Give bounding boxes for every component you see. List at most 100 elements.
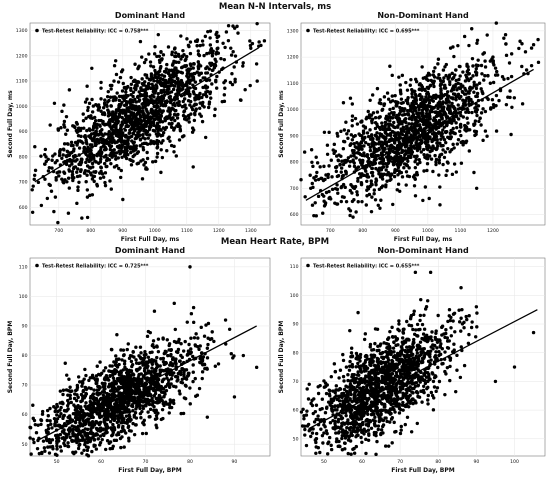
- data-point: [231, 356, 235, 360]
- data-point: [189, 336, 193, 340]
- data-point: [497, 98, 501, 103]
- data-point: [425, 153, 430, 157]
- data-point: [190, 105, 194, 109]
- data-point: [474, 63, 479, 67]
- data-point: [89, 427, 93, 431]
- data-point: [335, 154, 339, 158]
- data-point: [176, 52, 181, 57]
- data-point: [159, 88, 163, 93]
- data-point: [76, 188, 80, 193]
- data-point: [143, 371, 148, 375]
- data-point: [330, 175, 334, 179]
- data-point: [356, 200, 360, 204]
- data-point: [146, 386, 150, 391]
- data-point: [471, 74, 475, 78]
- data-point: [348, 142, 353, 147]
- data-point: [322, 204, 327, 208]
- data-point: [310, 181, 314, 186]
- data-point: [127, 356, 132, 361]
- x-tick-label: 60: [359, 459, 365, 465]
- data-point: [87, 101, 92, 106]
- data-point: [125, 373, 130, 377]
- data-point: [432, 136, 437, 140]
- data-point: [509, 132, 513, 137]
- data-point: [405, 163, 410, 168]
- data-point: [116, 431, 120, 435]
- data-point: [254, 365, 259, 370]
- data-point: [495, 69, 499, 74]
- data-point: [85, 440, 90, 445]
- data-point: [98, 373, 103, 377]
- data-point: [181, 48, 185, 53]
- data-point: [98, 176, 103, 180]
- data-point: [428, 114, 432, 118]
- data-point: [160, 155, 165, 160]
- data-point: [188, 81, 192, 85]
- data-point: [118, 410, 122, 415]
- data-point: [473, 133, 477, 138]
- data-point: [93, 130, 98, 135]
- data-point: [144, 131, 148, 135]
- y-tick-label: 800: [290, 160, 299, 166]
- data-point: [194, 93, 198, 98]
- data-point: [73, 433, 77, 437]
- data-point: [120, 89, 125, 93]
- data-point: [370, 195, 374, 199]
- data-point: [134, 144, 139, 148]
- data-point: [210, 54, 215, 58]
- data-point: [122, 118, 126, 122]
- data-point: [82, 145, 87, 150]
- data-point: [168, 77, 173, 82]
- data-point: [437, 100, 442, 104]
- data-point: [138, 144, 142, 148]
- data-point: [450, 71, 454, 76]
- data-point: [169, 81, 173, 85]
- data-point: [148, 125, 153, 129]
- data-point: [150, 366, 154, 370]
- data-point: [140, 360, 144, 364]
- data-point: [108, 95, 113, 99]
- data-point: [437, 73, 441, 77]
- data-point: [144, 122, 149, 127]
- data-point: [365, 175, 370, 179]
- data-point: [369, 209, 374, 214]
- data-point: [56, 220, 60, 225]
- data-point: [155, 345, 159, 349]
- data-point: [48, 406, 52, 411]
- data-point: [43, 177, 47, 181]
- data-point: [188, 92, 192, 97]
- data-point: [509, 52, 514, 56]
- data-point: [451, 131, 456, 135]
- data-point: [67, 153, 72, 157]
- data-point: [336, 158, 340, 162]
- data-point: [419, 118, 423, 123]
- data-point: [33, 145, 37, 149]
- data-point: [472, 82, 477, 87]
- data-point: [486, 73, 490, 78]
- data-point: [195, 70, 199, 74]
- data-point: [192, 118, 197, 123]
- data-point: [82, 377, 86, 381]
- data-point: [172, 128, 176, 132]
- data-point: [339, 199, 343, 204]
- data-point: [86, 105, 90, 110]
- data-point: [144, 360, 148, 364]
- data-point: [366, 185, 370, 189]
- data-point: [165, 92, 170, 96]
- data-point: [461, 70, 465, 74]
- data-point: [299, 177, 303, 182]
- data-point: [102, 144, 106, 148]
- data-point: [111, 376, 116, 380]
- data-point: [84, 401, 88, 405]
- data-point: [62, 119, 67, 124]
- data-point: [103, 123, 107, 127]
- data-point: [80, 384, 84, 388]
- data-point: [167, 87, 171, 91]
- data-point: [467, 43, 471, 48]
- data-point: [254, 62, 259, 66]
- data-point: [360, 134, 364, 138]
- data-point: [188, 402, 192, 406]
- data-point: [58, 151, 62, 155]
- x-axis-label: First Full Day, BPM: [391, 467, 455, 474]
- data-point: [134, 136, 139, 140]
